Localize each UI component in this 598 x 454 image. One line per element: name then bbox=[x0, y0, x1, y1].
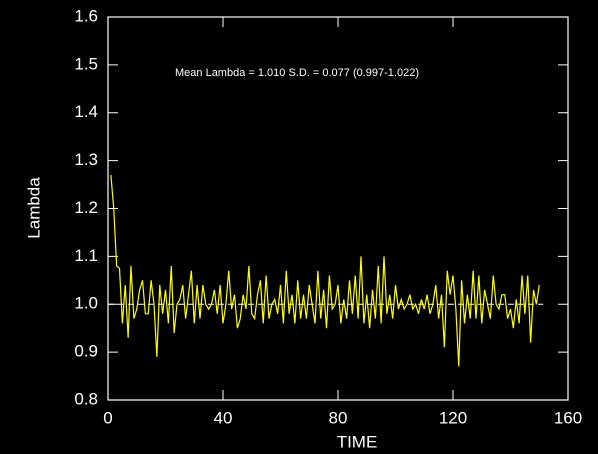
x-axis-label: TIME bbox=[337, 432, 378, 451]
data-line bbox=[110, 174, 540, 367]
y-tick-label: 1.2 bbox=[74, 198, 98, 217]
y-tick-label: 1.5 bbox=[74, 54, 98, 73]
annotation: Mean Lambda = 1.010 S.D. = 0.077 (0.997-… bbox=[175, 67, 419, 79]
x-tick-label: 40 bbox=[214, 408, 233, 427]
x-tick-label: 120 bbox=[439, 408, 467, 427]
y-tick-label: 1.1 bbox=[74, 246, 98, 265]
y-tick-label: 1.4 bbox=[74, 102, 98, 121]
y-tick-label: 1.6 bbox=[74, 6, 98, 25]
x-tick-label: 160 bbox=[554, 408, 582, 427]
y-axis-label: Lambda bbox=[24, 177, 43, 239]
x-tick-label: 0 bbox=[103, 408, 112, 427]
y-tick-label: 0.9 bbox=[74, 342, 98, 361]
y-tick-label: 0.8 bbox=[74, 389, 98, 408]
y-tick-label: 1.3 bbox=[74, 150, 98, 169]
y-tick-label: 1.0 bbox=[74, 294, 98, 313]
x-tick-label: 80 bbox=[329, 408, 348, 427]
